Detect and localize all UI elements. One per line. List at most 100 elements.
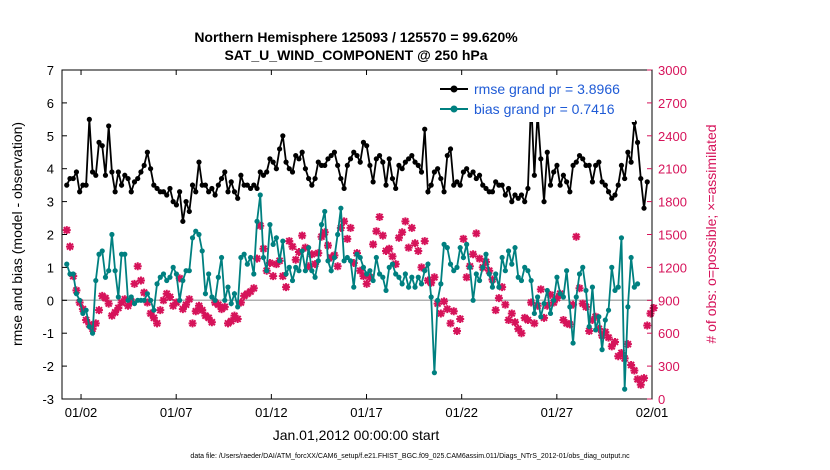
- rmse-point: [151, 182, 157, 188]
- y-tick-label-right: 300: [658, 359, 680, 374]
- rmse-point: [206, 189, 212, 195]
- rmse-point: [402, 159, 408, 165]
- bias-point: [367, 268, 373, 274]
- bias-point: [505, 248, 512, 254]
- bias-point: [235, 304, 241, 310]
- rmse-point: [125, 175, 131, 182]
- rmse-point: [264, 169, 270, 175]
- rmse-point: [638, 175, 644, 182]
- legend-bias-marker: [450, 105, 458, 113]
- rmse-point: [328, 152, 334, 159]
- bias-point: [544, 287, 550, 294]
- rmse-point: [202, 182, 209, 188]
- obs-point: [311, 260, 320, 269]
- obs-point: [294, 248, 303, 257]
- rmse-point: [518, 192, 525, 198]
- rmse-point: [599, 179, 605, 185]
- obs-point: [140, 288, 149, 297]
- rmse-point: [260, 172, 267, 178]
- rmse-point: [183, 199, 189, 205]
- obs-point: [601, 328, 610, 337]
- bias-point: [370, 277, 376, 284]
- bias-point: [209, 294, 215, 300]
- obs-point: [104, 299, 113, 308]
- rmse-point: [605, 189, 612, 195]
- bias-point: [486, 271, 492, 277]
- rmse-point: [360, 139, 367, 145]
- obs-point: [349, 259, 358, 268]
- bias-point: [260, 254, 267, 261]
- obs-point: [640, 374, 649, 383]
- x-tick-label: 01/27: [541, 405, 574, 420]
- rmse-point: [509, 199, 515, 205]
- bias-point: [489, 284, 496, 290]
- rmse-point: [373, 156, 379, 162]
- rmse-point: [551, 169, 557, 175]
- obs-point: [414, 246, 423, 255]
- bias-point: [322, 208, 328, 215]
- rmse-point: [567, 189, 573, 195]
- rmse-point: [596, 159, 602, 165]
- rmse-point: [177, 189, 183, 195]
- bias-point: [364, 271, 370, 277]
- bias-point: [151, 307, 157, 313]
- obs-point: [591, 312, 600, 321]
- rmse-point: [396, 162, 402, 169]
- obs-point: [617, 348, 626, 357]
- obs-point: [456, 314, 465, 323]
- rmse-point: [64, 182, 70, 188]
- rmse-point: [447, 146, 454, 152]
- bias-point: [470, 297, 476, 303]
- bias-point: [431, 370, 437, 376]
- obs-point: [391, 260, 400, 269]
- rmse-point: [83, 182, 89, 188]
- rmse-point: [141, 162, 147, 169]
- obs-point: [95, 306, 104, 315]
- obs-point: [220, 302, 229, 311]
- rmse-point: [554, 162, 560, 169]
- bias-point: [157, 274, 163, 280]
- bias-point: [267, 222, 273, 228]
- rmse-point: [547, 182, 554, 188]
- obs-point: [153, 319, 162, 328]
- rmse-point: [273, 166, 279, 172]
- rmse-point: [489, 189, 496, 195]
- bias-point: [64, 261, 70, 267]
- bias-point: [280, 238, 286, 244]
- obs-point: [336, 223, 345, 232]
- obs-point: [552, 294, 561, 303]
- obs-point: [420, 237, 429, 246]
- bias-point: [444, 245, 450, 251]
- bias-point: [502, 268, 508, 274]
- rmse-point: [196, 159, 202, 165]
- obs-point: [623, 340, 632, 349]
- obs-point: [298, 231, 307, 240]
- obs-point: [204, 313, 213, 322]
- rmse-point: [589, 179, 596, 185]
- bias-point: [467, 264, 473, 270]
- rmse-point: [277, 146, 283, 152]
- obs-point: [598, 331, 607, 340]
- plot-area: -3 -2 -1 0 1 2 3 4 5 6 7 0 300 600 900 1200 1500 1800 2100…: [42, 63, 686, 420]
- rmse-point: [322, 162, 328, 169]
- bias-point: [293, 264, 299, 270]
- rmse-point: [622, 175, 628, 182]
- bias-point: [286, 264, 292, 270]
- bias-point: [380, 274, 386, 280]
- rmse-point: [331, 149, 338, 155]
- bias-point: [351, 284, 357, 290]
- obs-point: [278, 272, 287, 281]
- rmse-point: [451, 182, 457, 188]
- bias-point: [222, 297, 228, 303]
- rmse-point: [386, 156, 392, 162]
- legend: rmse grand pr = 3.8966 bias grand pr = 0…: [437, 78, 635, 122]
- bias-point: [96, 251, 102, 257]
- bias-point: [86, 324, 92, 330]
- rmse-point: [576, 152, 583, 159]
- rmse-point: [618, 162, 625, 169]
- obs-point: [543, 301, 552, 310]
- x-tick-label: 01/07: [160, 405, 193, 420]
- rmse-point: [186, 208, 192, 215]
- obs-point: [546, 290, 555, 299]
- rmse-point: [122, 172, 128, 178]
